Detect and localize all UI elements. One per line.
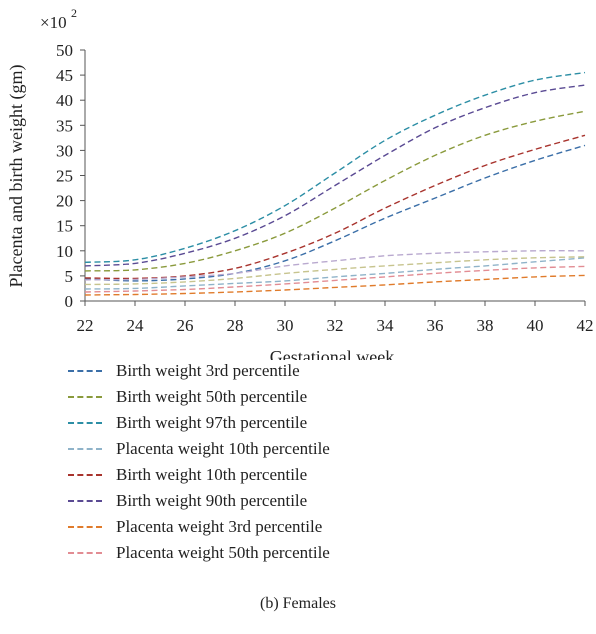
legend-swatch <box>68 552 102 554</box>
x-tick-label: 26 <box>177 316 194 335</box>
legend-label: Birth weight 10th percentile <box>116 465 308 484</box>
chart: ×10 2 Placenta and birth weight (gm) Ges… <box>6 6 594 360</box>
legend-item: Birth weight 3rd percentile <box>68 358 330 384</box>
legend-label: Birth weight 97th percentile <box>116 413 308 432</box>
axes <box>80 49 586 306</box>
legend-item: Birth weight 97th percentile <box>68 410 330 436</box>
x-tick-label: 34 <box>377 316 395 335</box>
legend-label: Placenta weight 10th percentile <box>116 439 330 458</box>
series-line <box>84 256 586 286</box>
series-line <box>84 71 586 263</box>
x-tick-label: 40 <box>527 316 544 335</box>
y-tick-label: 25 <box>56 167 73 186</box>
x-tick-label: 28 <box>227 316 244 335</box>
y-tick-label: 10 <box>56 242 73 261</box>
series-line <box>84 257 586 290</box>
series-lines <box>84 71 586 296</box>
x-tick-label: 22 <box>77 316 94 335</box>
y-tick-label: 35 <box>56 116 73 135</box>
svg-text:×10: ×10 <box>40 13 67 32</box>
series-line <box>84 274 586 296</box>
x-tick-label: 42 <box>577 316 594 335</box>
legend-item: Placenta weight 50th percentile <box>68 540 330 566</box>
x-tick-label: 36 <box>427 316 444 335</box>
tick-labels: 0 5 10 15 20 25 30 35 40 45 50 22 24 26 28 30 32 34 36 38 40… <box>56 41 594 335</box>
y-tick-label: 45 <box>56 66 73 85</box>
legend-swatch <box>68 526 102 528</box>
y-tick-label: 40 <box>56 91 73 110</box>
series-line <box>84 134 586 280</box>
legend-label: Birth weight 90th percentile <box>116 491 308 510</box>
legend-label: Placenta weight 50th percentile <box>116 543 330 562</box>
legend-item: Birth weight 10th percentile <box>68 462 330 488</box>
x-axis-title: Gestational week <box>270 347 394 360</box>
x-tick-label: 38 <box>477 316 494 335</box>
x-tick-label: 30 <box>277 316 294 335</box>
legend-item: Birth weight 50th percentile <box>68 384 330 410</box>
legend-swatch <box>68 396 102 398</box>
legend-label: Birth weight 50th percentile <box>116 387 308 406</box>
legend-swatch <box>68 370 102 372</box>
series-line <box>84 250 586 281</box>
legend-item: Placenta weight 3rd percentile <box>68 514 330 540</box>
legend-item: Placenta weight 10th percentile <box>68 436 330 462</box>
y-tick-label: 30 <box>56 141 73 160</box>
legend-swatch <box>68 448 102 450</box>
y-tick-label: 5 <box>65 267 74 286</box>
legend-swatch <box>68 422 102 424</box>
legend-swatch <box>68 500 102 502</box>
svg-text:2: 2 <box>71 6 77 20</box>
y-axis-title: Placenta and birth weight (gm) <box>6 65 27 288</box>
x-tick-label: 24 <box>127 316 145 335</box>
x-tick-label: 32 <box>327 316 344 335</box>
y-tick-label: 50 <box>56 41 73 60</box>
y-axis-multiplier: ×10 2 <box>40 6 77 32</box>
legend: Birth weight 3rd percentile Birth weight … <box>68 358 330 566</box>
series-line <box>84 265 586 293</box>
legend-item: Birth weight 90th percentile <box>68 488 330 514</box>
y-tick-label: 0 <box>65 292 74 311</box>
y-tick-label: 20 <box>56 192 73 211</box>
legend-label: Birth weight 3rd percentile <box>116 361 300 380</box>
legend-label: Placenta weight 3rd percentile <box>116 517 323 536</box>
figure-caption: (b) Females <box>260 595 336 612</box>
legend-swatch <box>68 474 102 476</box>
y-tick-label: 15 <box>56 217 73 236</box>
series-line <box>84 84 586 267</box>
series-line <box>84 110 586 272</box>
